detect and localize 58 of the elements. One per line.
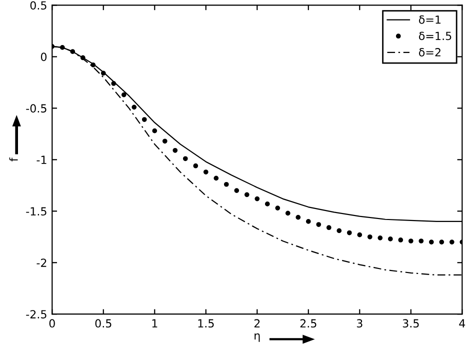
point	[224, 182, 229, 187]
y-tick-label: -2	[36, 258, 46, 267]
x-tick-label: 0	[49, 319, 55, 328]
x-tick-label: 2.5	[300, 319, 316, 328]
point	[152, 128, 158, 134]
point	[111, 81, 116, 86]
point	[60, 45, 65, 50]
x-tick-label: 1.5	[198, 319, 214, 328]
x-axis-title: η	[254, 333, 260, 342]
point	[100, 70, 106, 76]
y-tick-label: -1	[36, 156, 46, 164]
point	[418, 238, 424, 244]
point	[275, 206, 280, 210]
x-tick-label: 2	[254, 319, 260, 328]
y-tick-label: -0.5	[26, 104, 46, 113]
point	[449, 240, 454, 244]
point	[408, 238, 414, 244]
y-tick-label: -1.5	[26, 207, 46, 216]
point	[172, 148, 178, 153]
point	[121, 92, 126, 98]
point	[316, 222, 322, 227]
point	[244, 192, 250, 198]
y-axis-title: f	[9, 158, 18, 162]
y-tick-label: 0.5	[30, 1, 46, 10]
point	[378, 235, 383, 240]
point	[90, 62, 96, 68]
point	[264, 202, 270, 206]
point	[306, 219, 311, 224]
y-tick-label: -2.5	[26, 310, 46, 318]
x-tick-label: 1	[152, 319, 158, 328]
point	[336, 228, 342, 234]
point	[203, 170, 208, 174]
point	[285, 210, 290, 216]
point	[367, 234, 372, 240]
point	[234, 188, 240, 193]
point	[398, 238, 404, 242]
point	[132, 104, 137, 110]
y-tick-label: 0	[40, 52, 47, 62]
point	[193, 163, 198, 168]
x-tick-label: 0.5	[95, 319, 112, 328]
point	[214, 176, 219, 181]
point	[428, 240, 434, 244]
point	[182, 156, 188, 162]
legend-label: δ=1	[418, 15, 441, 24]
point	[142, 117, 147, 122]
x-tick-label: 3	[356, 319, 362, 328]
x-tick-label: 4	[459, 319, 466, 328]
legend-label: δ=1.5	[418, 32, 452, 40]
x-tick-label: 3.5	[402, 319, 419, 328]
point	[439, 240, 444, 244]
point	[326, 225, 332, 230]
point	[254, 196, 260, 202]
point	[388, 236, 393, 242]
point	[357, 232, 362, 238]
point	[346, 230, 352, 236]
legend-label: δ=2	[418, 48, 440, 56]
point	[296, 214, 301, 220]
point	[162, 138, 168, 144]
